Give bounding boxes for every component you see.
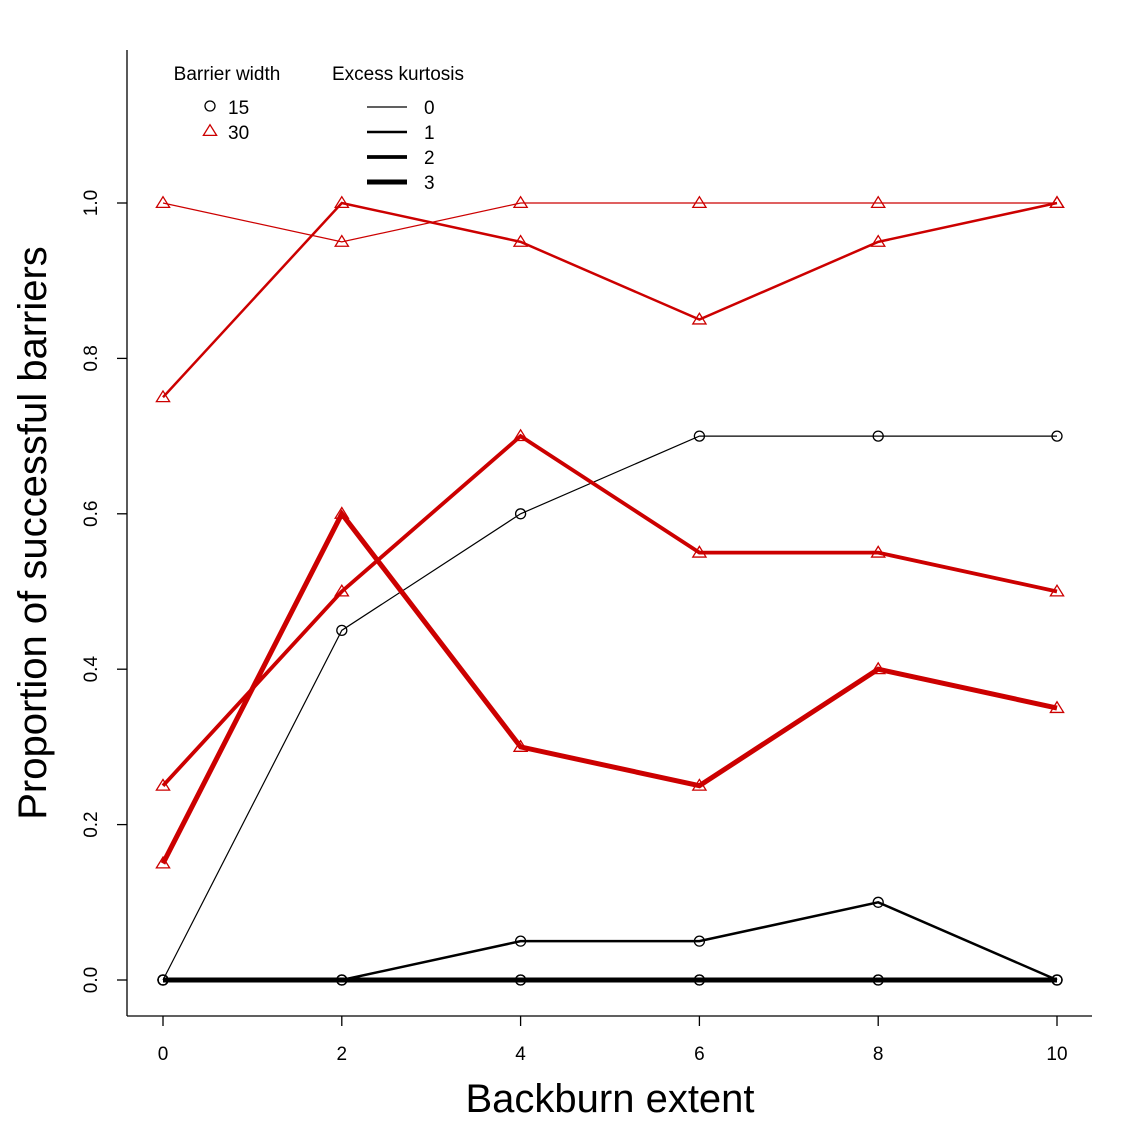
y-tick-label: 0.4 — [81, 656, 102, 683]
series-line — [161, 433, 1058, 788]
data-point — [514, 974, 527, 986]
series-layer — [155, 195, 1065, 986]
data-point — [872, 974, 884, 986]
data-point — [691, 195, 708, 209]
x-tick-label: 0 — [158, 1044, 169, 1065]
legend-barrier-label: 30 — [228, 123, 249, 144]
series-line — [163, 900, 1058, 982]
data-point — [870, 661, 886, 675]
data-point — [334, 506, 350, 519]
data-point — [512, 195, 529, 209]
data-point — [512, 428, 529, 442]
legend-kurtosis-label: 0 — [424, 98, 435, 119]
y-tick-label: 0.0 — [81, 967, 102, 993]
x-axis-title: Backburn extent — [465, 1077, 754, 1121]
y-tick-label: 1.0 — [81, 190, 102, 216]
y-ticks: 0.0 0.2 0.4 0.6 0.8 1.0 — [81, 190, 127, 993]
legend-barrier-label: 15 — [228, 98, 249, 119]
legend-kurtosis-entry: 0 — [367, 98, 435, 119]
data-point — [1049, 583, 1065, 597]
data-point — [691, 312, 708, 325]
data-point — [514, 935, 527, 947]
series-w30-k0 — [155, 195, 1065, 247]
y-tick-label: 0.2 — [81, 811, 102, 837]
axes — [126, 50, 1092, 1017]
data-point — [155, 389, 171, 403]
legend-kurtosis-entry: 3 — [367, 173, 435, 194]
data-point — [691, 545, 708, 558]
data-point — [693, 430, 706, 442]
y-tick-label: 0.6 — [81, 501, 102, 527]
data-point — [870, 195, 886, 209]
x-ticks: 0 2 4 6 8 10 — [158, 1016, 1068, 1065]
legend-barrier-entry: 15 — [204, 98, 249, 119]
data-point — [155, 778, 171, 791]
series-w15-k1 — [157, 896, 1063, 986]
x-tick-label: 4 — [515, 1044, 526, 1065]
data-point — [155, 195, 171, 209]
legend-kurtosis-entry: 2 — [367, 148, 435, 169]
data-point — [1049, 195, 1065, 209]
data-point — [1051, 974, 1063, 986]
legend-kurtosis-label: 3 — [424, 173, 435, 194]
series-w30-k3 — [155, 506, 1065, 869]
legend-kurtosis-title: Excess kurtosis — [332, 64, 464, 85]
series-w15-k0 — [157, 430, 1063, 986]
legend-marker — [202, 123, 218, 137]
data-point — [157, 974, 169, 986]
legend-kurtosis-entries: 0 1 2 3 — [367, 98, 435, 194]
data-point — [1051, 430, 1063, 442]
data-point — [870, 545, 886, 558]
data-point — [1049, 195, 1065, 209]
data-point — [334, 195, 350, 209]
series-w30-k1 — [155, 195, 1065, 403]
data-point — [155, 855, 171, 869]
data-point — [691, 778, 708, 791]
data-point — [870, 234, 886, 247]
series-line — [162, 202, 1057, 243]
legend-marker — [204, 100, 216, 112]
data-point — [336, 974, 348, 986]
x-tick-label: 8 — [873, 1044, 884, 1065]
data-point — [872, 896, 884, 908]
y-tick-label: 0.8 — [81, 345, 102, 371]
data-point — [512, 234, 529, 247]
data-point — [872, 430, 884, 442]
data-point — [1049, 700, 1065, 714]
data-point — [334, 234, 350, 247]
legend-kurtosis-label: 1 — [424, 123, 435, 144]
data-point — [514, 508, 527, 520]
series-w30-k2 — [155, 428, 1065, 791]
x-tick-label: 10 — [1046, 1044, 1067, 1065]
data-point — [336, 624, 348, 636]
series-line — [160, 509, 1058, 865]
data-point — [334, 583, 350, 597]
x-tick-label: 6 — [694, 1044, 705, 1065]
legend-barrier-entry: 30 — [202, 123, 249, 144]
y-axis-title: Proportion of successful barriers — [11, 246, 55, 820]
legend-barrier-title: Barrier width — [174, 64, 281, 85]
data-point — [693, 974, 706, 986]
legend-kurtosis-entry: 1 — [367, 123, 435, 144]
data-point — [693, 935, 706, 947]
series-line — [162, 435, 1057, 981]
x-tick-label: 2 — [337, 1044, 348, 1065]
data-point — [512, 739, 529, 752]
legend-kurtosis-label: 2 — [424, 148, 435, 169]
